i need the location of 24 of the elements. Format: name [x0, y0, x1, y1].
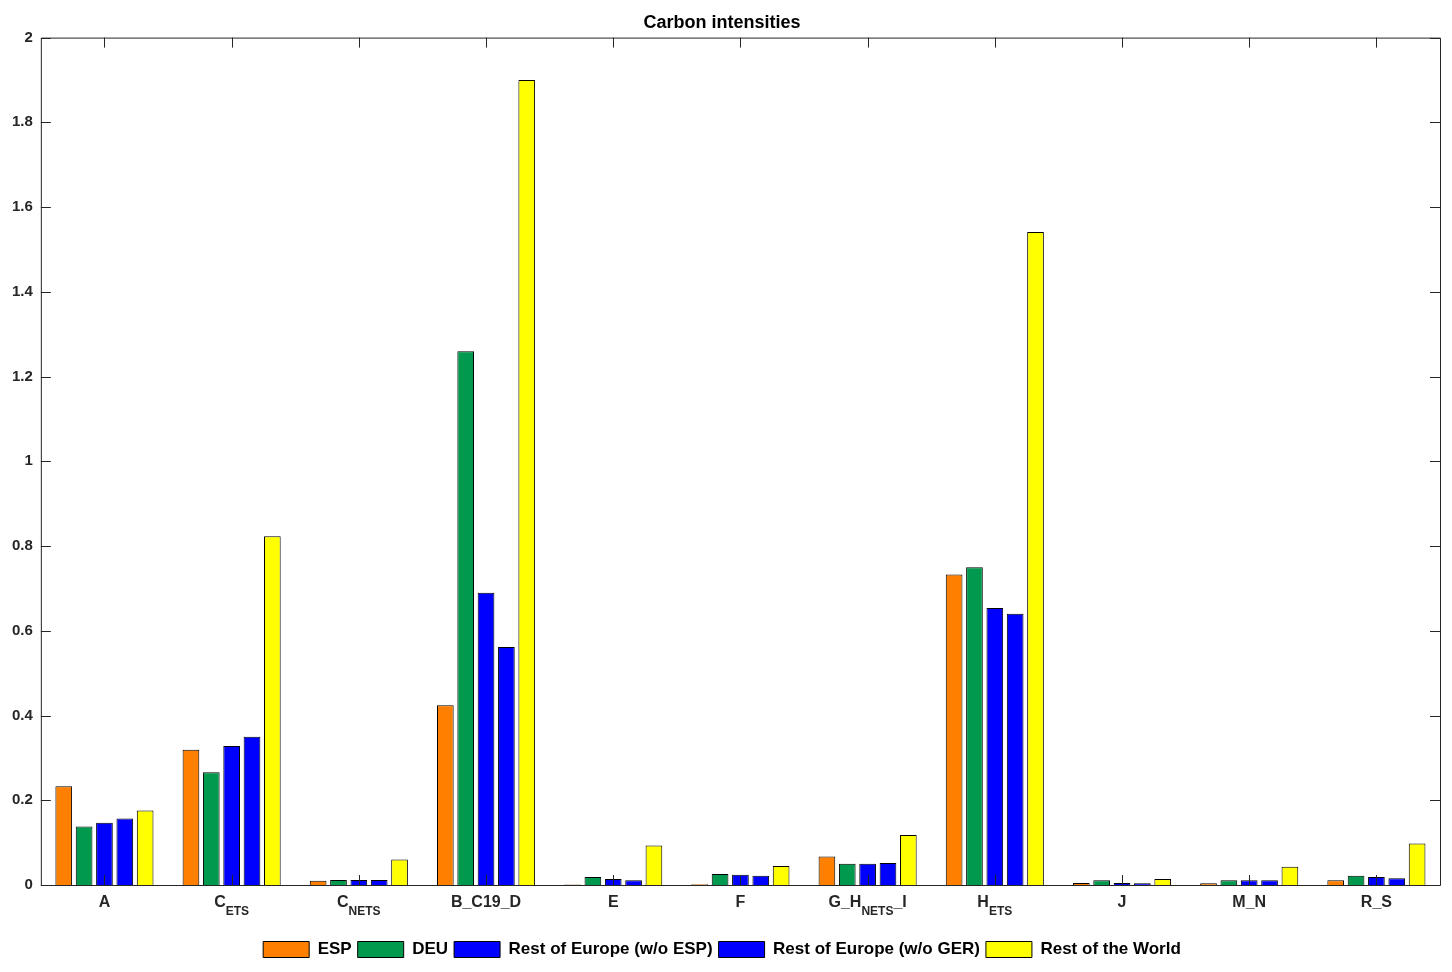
x-tick-label: R_S: [1360, 893, 1393, 911]
y-tick-label: 0: [24, 875, 33, 893]
y-tick-label: 1.6: [11, 197, 33, 215]
legend-label: ESP: [317, 939, 352, 959]
x-tick-label: F: [735, 893, 746, 911]
legend-label: Rest of the World: [1040, 939, 1181, 959]
y-tick-label: 1.2: [11, 366, 33, 384]
y-tick-label: 0.6: [11, 620, 33, 638]
legend-label: Rest of Europe (w/o GER): [773, 939, 980, 959]
legend-label: DEU: [412, 939, 449, 959]
chart-title: Carbon intensities: [643, 11, 801, 32]
y-tick-label: 2: [24, 27, 33, 45]
y-tick-label: 0.4: [11, 705, 34, 723]
x-tick-label: B_C19_D: [450, 893, 522, 911]
y-tick-label: 1: [24, 451, 33, 469]
x-tick-label: A: [98, 893, 111, 911]
x-tick-label: M_N: [1232, 893, 1267, 911]
y-tick-label: 1.8: [11, 112, 33, 130]
legend-label: Rest of Europe (w/o ESP): [508, 939, 713, 959]
y-tick-label: 0.8: [11, 536, 33, 554]
x-tick-label: J: [1117, 893, 1127, 911]
y-tick-label: 1.4: [11, 281, 34, 299]
y-tick-label: 0.2: [11, 790, 33, 808]
x-tick-label: E: [607, 893, 619, 911]
